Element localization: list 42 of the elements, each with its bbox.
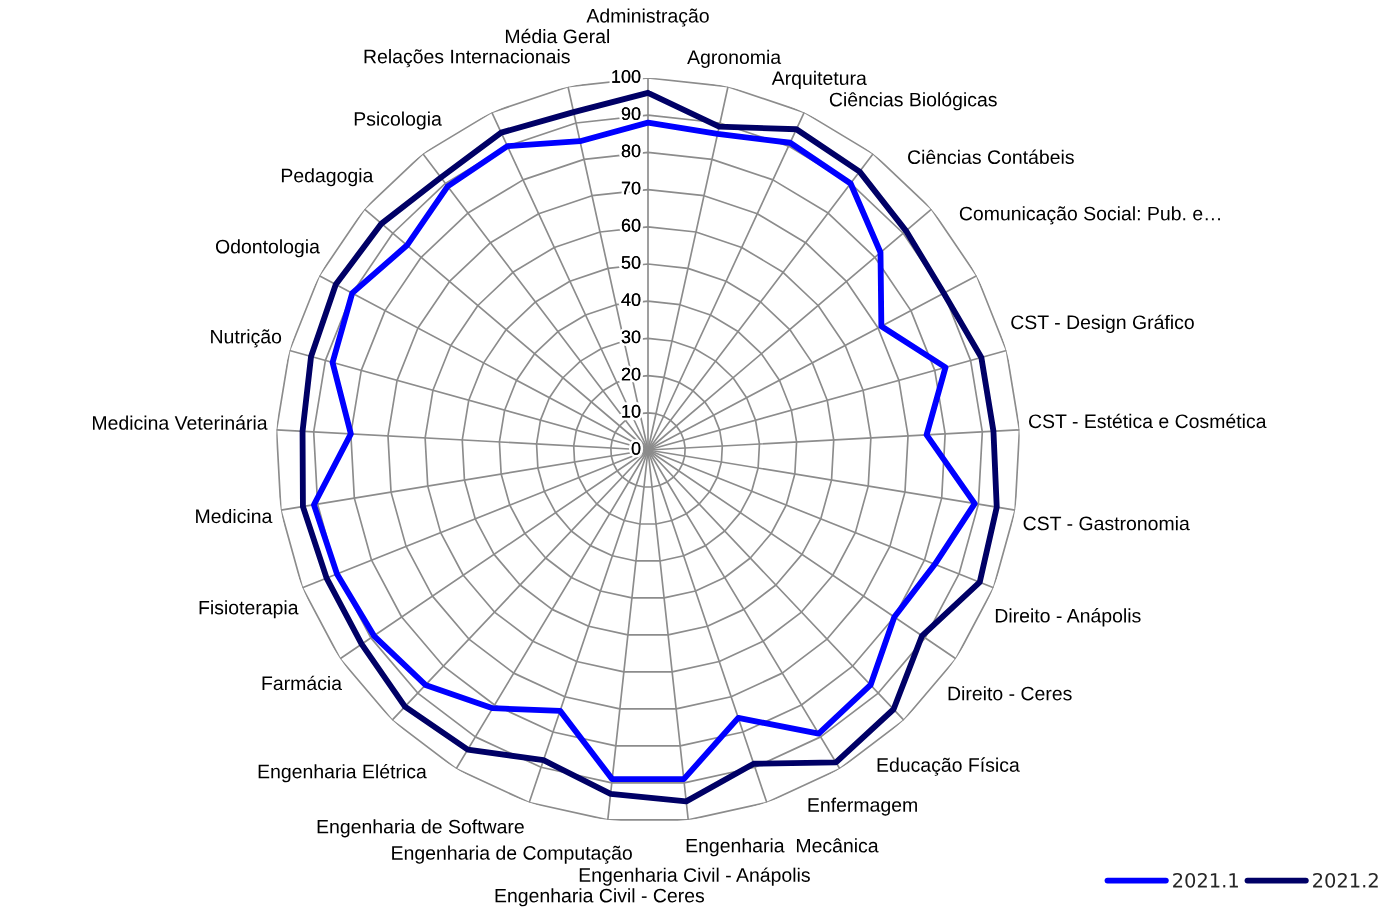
y-tick-label: 90: [621, 107, 641, 121]
y-tick-label: 40: [621, 293, 641, 307]
legend-label: 2021.1: [1173, 872, 1238, 888]
spoke-label: Engenharia de Software: [317, 819, 524, 838]
spoke-label: Arquitetura: [771, 70, 867, 89]
spoke-label: Agronomia: [687, 49, 782, 68]
spoke-label: Relações Internacionais: [364, 49, 570, 68]
spoke-label: Fisioterapia: [199, 600, 299, 619]
y-tick-label: 100: [612, 70, 641, 83]
y-tick-label: 10: [622, 404, 641, 418]
y-tick-label: 80: [621, 144, 641, 158]
spoke-label: CST - Estética e Cosmética: [1029, 413, 1267, 429]
spoke-label: Direito - Anápolis: [995, 608, 1141, 627]
spoke-label: Média Geral: [505, 28, 609, 44]
legend-label: 2021.2: [1313, 872, 1378, 888]
spoke-label: Medicina: [196, 508, 273, 524]
spoke-label: Direito - Ceres: [948, 686, 1072, 701]
y-tick-label: 0: [631, 442, 641, 455]
spoke-label: Psicologia: [354, 111, 442, 130]
spoke-label: CST - Gastronomia: [1023, 516, 1190, 531]
spoke-label: Administração: [586, 8, 709, 27]
y-tick-label: 60: [621, 218, 641, 232]
spoke-label: Educação Física: [877, 757, 1020, 776]
spoke-label: Odontologia: [215, 239, 320, 258]
spoke-label: Ciências Contábeis: [908, 149, 1074, 165]
spoke-label: Pedagogia: [281, 168, 374, 187]
spoke-label: Engenharia Civil - Anápolis: [579, 867, 810, 886]
spoke-label: Nutrição: [211, 329, 282, 348]
spoke-label: Comunicação Social: Pub. e…: [959, 206, 1220, 225]
y-tick-label: 70: [621, 181, 641, 195]
spoke-label: CST - Design Gráfico: [1011, 314, 1194, 333]
y-tick-label: 30: [621, 330, 641, 344]
spoke-label: Engenharia Elétrica: [258, 763, 427, 783]
y-tick-label: 50: [621, 256, 641, 269]
spoke-label: Medicina Veterinária: [92, 415, 268, 430]
spoke-label: Engenharia Civil - Ceres: [495, 888, 705, 907]
spoke-label: Engenharia de Computação: [392, 845, 632, 864]
spoke-label: Engenharia Mecânica: [686, 838, 879, 857]
spoke-label: Ciências Biológicas: [829, 91, 997, 111]
spoke-label: Enfermagem: [808, 797, 917, 816]
spoke-label: Farmácia: [262, 675, 342, 691]
y-tick-label: 20: [621, 367, 641, 381]
